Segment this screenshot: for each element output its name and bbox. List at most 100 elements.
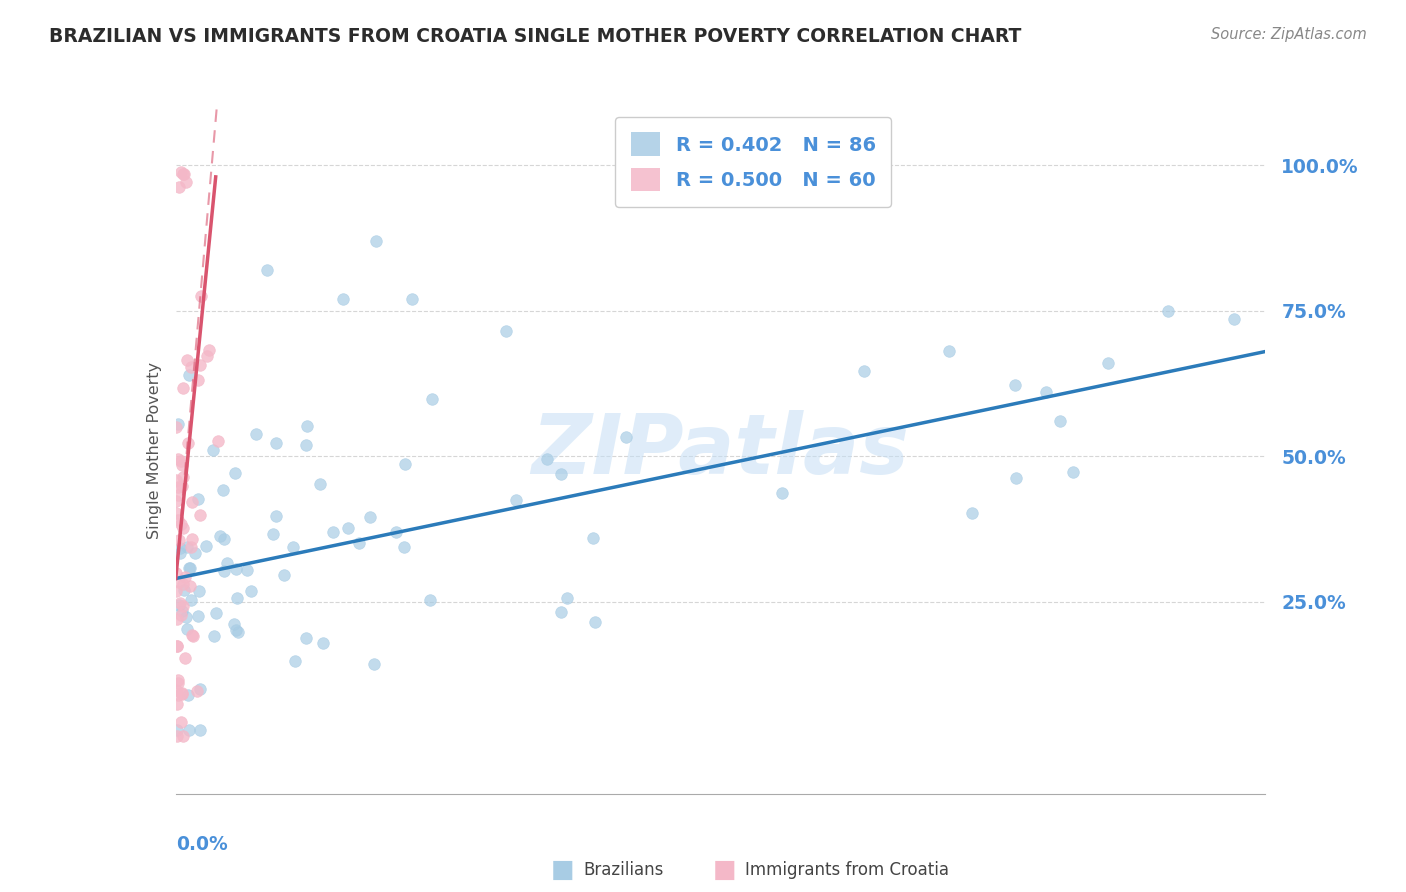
Point: [167, 488, 190, 502]
Point: [332, 292, 354, 306]
Point: [385, 525, 408, 540]
Y-axis label: Single Mother Poverty: Single Mother Poverty: [146, 362, 162, 539]
Point: [284, 654, 307, 668]
Point: [170, 687, 193, 701]
Point: [165, 683, 187, 698]
Point: [207, 434, 229, 449]
Point: [225, 591, 247, 605]
Point: [167, 689, 190, 703]
Point: [174, 570, 197, 584]
Point: [167, 451, 190, 466]
Point: [363, 657, 385, 671]
Point: [256, 263, 278, 277]
Point: [198, 343, 221, 358]
Point: [187, 373, 209, 387]
Point: [166, 513, 188, 527]
Point: [167, 675, 190, 690]
Point: [176, 540, 198, 554]
Point: [188, 508, 211, 522]
Point: [172, 604, 194, 618]
Text: ZIPatlas: ZIPatlas: [531, 410, 910, 491]
Point: [170, 458, 193, 472]
Text: 0.0%: 0.0%: [176, 835, 228, 855]
Point: [297, 418, 319, 433]
Point: [187, 609, 209, 624]
Point: [170, 714, 193, 729]
Point: [169, 541, 191, 556]
Text: Brazilians: Brazilians: [583, 861, 664, 879]
Point: [194, 539, 217, 553]
Point: [266, 508, 288, 523]
Point: [420, 392, 443, 406]
Point: [173, 167, 195, 181]
Point: [217, 556, 239, 570]
Point: [225, 562, 247, 576]
Point: [174, 651, 197, 665]
Point: [166, 473, 188, 487]
Point: [172, 380, 194, 394]
Point: [245, 427, 267, 442]
Point: [172, 521, 194, 535]
Point: [1049, 414, 1071, 428]
Point: [401, 292, 423, 306]
Text: BRAZILIAN VS IMMIGRANTS FROM CROATIA SINGLE MOTHER POVERTY CORRELATION CHART: BRAZILIAN VS IMMIGRANTS FROM CROATIA SIN…: [49, 27, 1022, 45]
Point: [165, 493, 187, 508]
Point: [295, 631, 318, 645]
Point: [188, 723, 211, 737]
Point: [170, 516, 193, 531]
Point: [166, 639, 188, 653]
Text: Immigrants from Croatia: Immigrants from Croatia: [745, 861, 949, 879]
Point: [179, 579, 201, 593]
Point: [212, 483, 235, 497]
Point: [394, 457, 416, 471]
Point: [170, 165, 193, 179]
Point: [1223, 312, 1246, 326]
Point: [226, 624, 249, 639]
Point: [1004, 378, 1026, 392]
Point: [186, 683, 208, 698]
Point: [188, 681, 211, 696]
Point: [179, 560, 201, 574]
Point: [184, 546, 207, 560]
Point: [264, 436, 287, 450]
Point: [180, 628, 202, 642]
Point: [172, 729, 194, 743]
Point: [166, 729, 188, 743]
Point: [177, 561, 200, 575]
Point: [294, 438, 316, 452]
Point: [179, 368, 201, 382]
Point: [770, 486, 793, 500]
Point: [173, 582, 195, 597]
Point: [273, 568, 295, 582]
Point: [180, 359, 202, 374]
Point: [312, 636, 335, 650]
Point: [176, 175, 198, 189]
Legend: R = 0.402   N = 86, R = 0.500   N = 60: R = 0.402 N = 86, R = 0.500 N = 60: [616, 117, 891, 207]
Point: [166, 419, 188, 434]
Point: [236, 563, 259, 577]
Point: [167, 417, 190, 432]
Point: [225, 623, 247, 637]
Point: [169, 608, 191, 623]
Point: [555, 591, 578, 605]
Point: [582, 531, 605, 545]
Point: [281, 540, 304, 554]
Point: [359, 509, 381, 524]
Point: [262, 526, 284, 541]
Point: [214, 533, 236, 547]
Point: [169, 546, 191, 560]
Point: [309, 477, 332, 491]
Point: [201, 443, 224, 458]
Point: [1097, 356, 1119, 370]
Point: [392, 540, 415, 554]
Point: [187, 492, 209, 507]
Point: [167, 673, 190, 688]
Point: [202, 629, 225, 643]
Point: [1062, 465, 1084, 479]
Point: [190, 289, 212, 303]
Point: [176, 352, 198, 367]
Point: [938, 344, 960, 359]
Point: [181, 533, 204, 547]
Point: [209, 529, 232, 543]
Point: [224, 616, 246, 631]
